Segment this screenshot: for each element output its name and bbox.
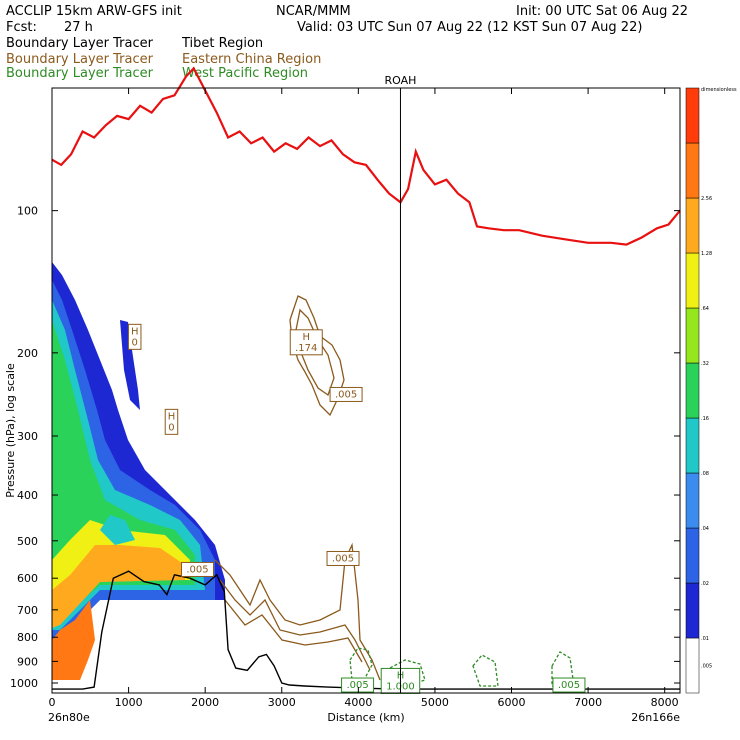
colorbar-swatch [685, 307, 700, 364]
y-axis: 100 200 300 400 500 600 700 800 900 1000 [10, 205, 680, 690]
legend-westpacific-right: West Pacific Region [182, 66, 308, 81]
contour-label-text: .174 [295, 343, 317, 354]
header-org: NCAR/MMM [276, 4, 351, 19]
y-tick-label: 1000 [10, 677, 38, 690]
header-model: ACCLIP 15km ARW-GFS init [6, 4, 182, 19]
shade-streak-upper [120, 320, 140, 410]
header-init: Init: 00 UTC Sat 06 Aug 22 [516, 4, 688, 19]
colorbar-label: .08 [701, 471, 709, 477]
contour-label-box [341, 677, 375, 693]
legend-tibet-left: Boundary Layer Tracer [6, 36, 154, 51]
x-tick-label: 3000 [268, 696, 296, 709]
colorbar-swatch [685, 87, 700, 144]
shade-band-7 [52, 600, 95, 680]
colorbar-label: .02 [701, 581, 709, 587]
westpacific-contour-4 [551, 651, 575, 687]
header-fcst-value: 27 h [64, 20, 93, 35]
y-tick-label: 500 [17, 535, 38, 548]
y-tick-label: 800 [17, 631, 38, 644]
endpoint-left-label: 26n80e [48, 711, 90, 724]
contour-label-box [127, 323, 142, 350]
tropopause-line [51, 66, 681, 246]
westpacific-contour-1 [349, 647, 373, 681]
colorbar-swatch [685, 527, 700, 584]
x-tick-label: 4000 [344, 696, 372, 709]
y-tick-label: 600 [17, 572, 38, 585]
westpacific-contour-3 [472, 654, 499, 687]
contour-label-box [326, 550, 360, 566]
x-tick-label: 8000 [651, 696, 679, 709]
x-tick-label: 1000 [115, 696, 143, 709]
contour-label-text: H [168, 411, 176, 422]
colorbar-label: .005 [701, 664, 712, 670]
header-fcst-label: Fcst: [6, 20, 37, 35]
colorbar-label: .04 [701, 526, 709, 532]
contour-label-text: .005 [186, 564, 208, 575]
y-tick-label: 400 [17, 489, 38, 502]
legend-eastchina-left: Boundary Layer Tracer [6, 52, 154, 67]
contour-label-box [181, 561, 215, 577]
colorbar-swatch [685, 197, 700, 254]
y-tick-label: 700 [17, 604, 38, 617]
x-tick-label: 2000 [191, 696, 219, 709]
plot-frame [51, 87, 681, 694]
y-tick-label: 200 [17, 347, 38, 360]
header-valid: Valid: 03 UTC Sun 07 Aug 22 (12 KST Sun … [297, 20, 642, 35]
x-tick-label: 7000 [574, 696, 602, 709]
colorbar-swatch [685, 142, 700, 199]
contour-label-box [552, 677, 586, 693]
y-tick-label: 300 [17, 430, 38, 443]
colorbar-swatch [685, 362, 700, 419]
x-tick-label: 6000 [498, 696, 526, 709]
colorbar-swatch [685, 252, 700, 309]
colorbar-label: .16 [701, 416, 709, 422]
contour-label-text: H [131, 326, 139, 337]
colorbar-swatch [685, 472, 700, 529]
colorbar-label: .32 [701, 361, 709, 367]
legend-eastchina-right: Eastern China Region [182, 52, 321, 67]
contour-label-text: .005 [558, 680, 580, 691]
x-tick-label: 5000 [421, 696, 449, 709]
y-axis-label: Pressure (hPa), log scale [4, 363, 17, 498]
contour-label-text: .005 [346, 680, 368, 691]
y-tick-label: 900 [17, 655, 38, 668]
roah-marker-label: ROAH [385, 74, 417, 87]
colorbar-title: dimensionless [701, 87, 737, 93]
colorbar-label: .01 [701, 636, 709, 642]
shade-streak-lower [100, 515, 135, 545]
endpoint-right-label: 26n166e [631, 711, 680, 724]
tracer-contours [214, 295, 575, 687]
tracer-shading [52, 262, 225, 680]
contour-label-text: H [302, 332, 310, 343]
eastchina-lower-contour-2 [219, 579, 371, 671]
colorbar: .005 .01 .02 .04 .08 .16 .32 .64 1.28 2.56 dimensi… [685, 87, 737, 694]
contour-label-text: 0 [132, 337, 138, 348]
shade-band-6 [52, 545, 185, 628]
legend-westpacific-left: Boundary Layer Tracer [6, 66, 154, 81]
y-tick-label: 100 [17, 205, 38, 218]
x-tick-label: 0 [49, 696, 56, 709]
contour-label-box [289, 329, 323, 356]
contour-label-box [329, 386, 363, 402]
colorbar-swatch [685, 582, 700, 639]
colorbar-label: .64 [701, 306, 709, 312]
contour-label-text: .005 [335, 389, 357, 400]
colorbar-label: 2.56 [701, 196, 712, 202]
contour-label-box [164, 408, 179, 435]
colorbar-swatch [685, 637, 700, 694]
x-axis: 0 1000 2000 3000 4000 5000 6000 7000 8000 [49, 88, 679, 709]
eastchina-lower-contour-1 [214, 542, 381, 681]
contour-label-text: .005 [332, 553, 354, 564]
colorbar-swatch [685, 417, 700, 474]
legend-tibet-right: Tibet Region [181, 36, 263, 51]
colorbar-label: 1.28 [701, 251, 712, 257]
x-axis-label: Distance (km) [327, 711, 404, 724]
eastchina-lower-contour-3 [224, 599, 363, 663]
contour-label-text: 0 [168, 422, 174, 433]
